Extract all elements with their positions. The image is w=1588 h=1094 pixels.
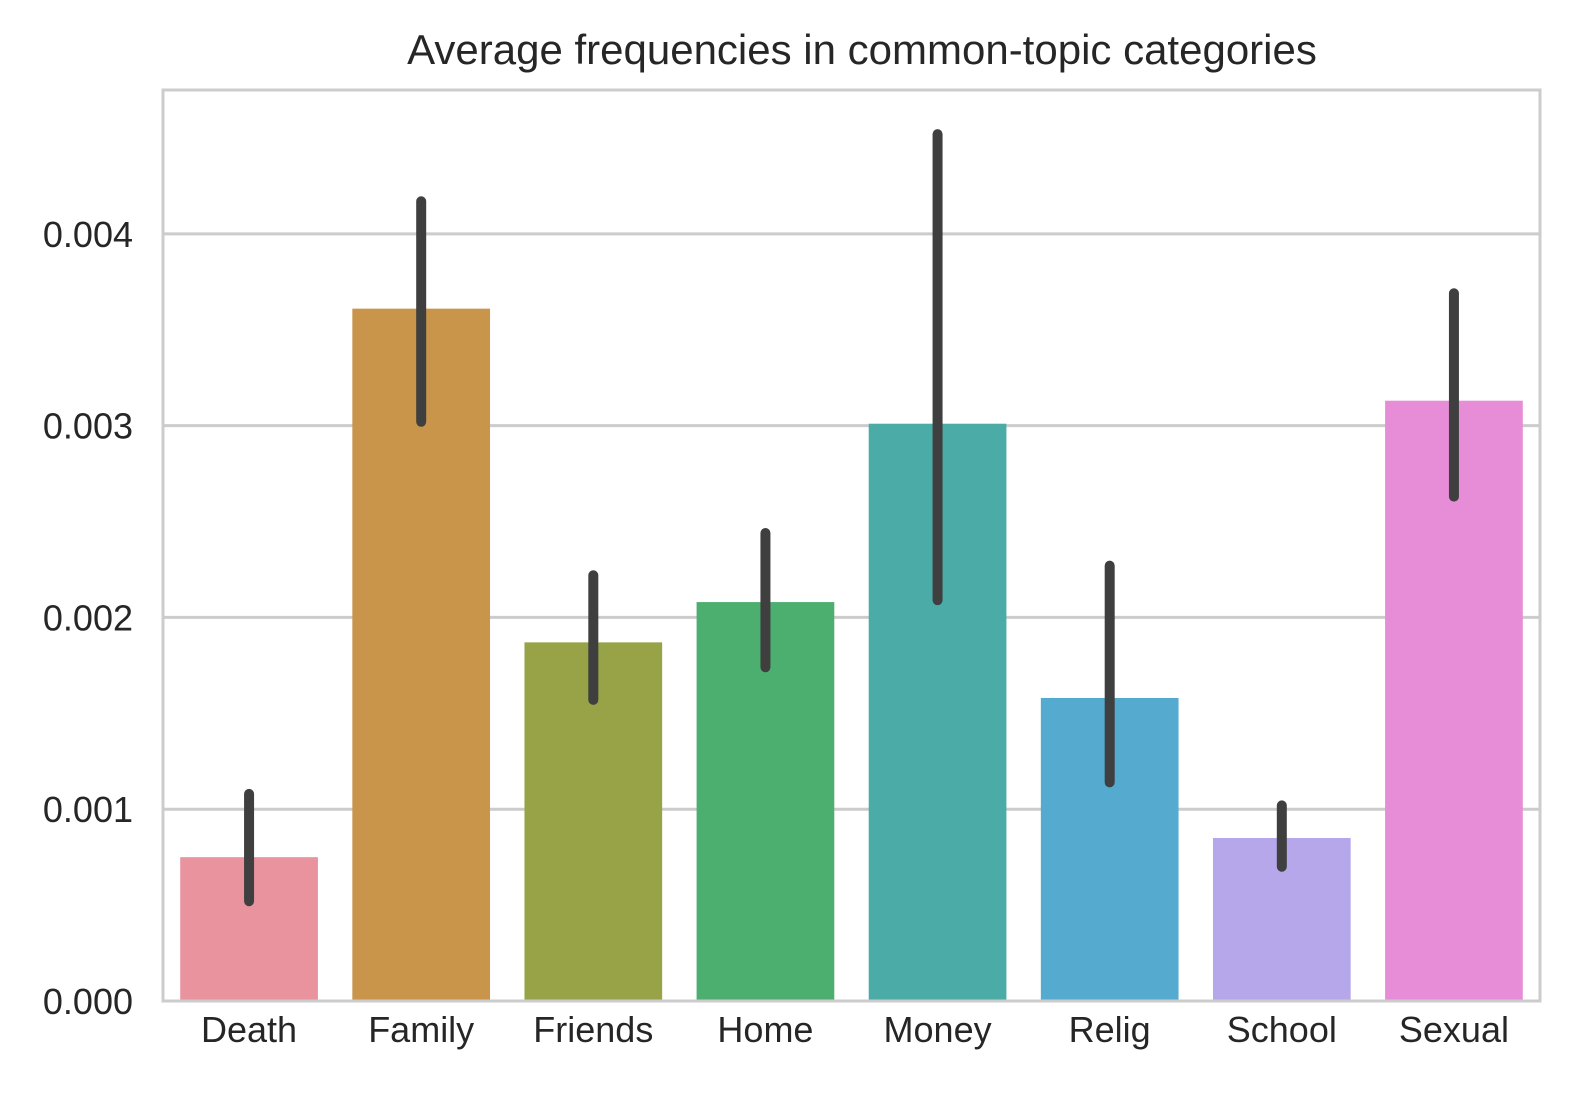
- x-tick-label-home: Home: [717, 1009, 813, 1050]
- x-tick-label-death: Death: [201, 1009, 297, 1050]
- y-tick-label: 0.001: [43, 789, 133, 830]
- x-axis-ticks: Death Family Friends Home Money Relig School Se…: [201, 1009, 1509, 1050]
- y-axis-ticks: 0.000 0.001 0.002 0.003 0.004: [43, 214, 133, 1022]
- x-tick-label-family: Family: [368, 1009, 474, 1050]
- x-tick-label-relig: Relig: [1069, 1009, 1151, 1050]
- y-tick-label: 0.003: [43, 406, 133, 447]
- plot-frame: [161, 88, 1542, 1003]
- y-tick-label: 0.000: [43, 981, 133, 1022]
- y-tick-label: 0.004: [43, 214, 133, 255]
- bars: [180, 308, 1523, 1001]
- x-tick-label-school: School: [1227, 1009, 1337, 1050]
- x-tick-label-money: Money: [884, 1009, 992, 1050]
- x-tick-label-sexual: Sexual: [1399, 1009, 1509, 1050]
- y-tick-label: 0.002: [43, 597, 133, 638]
- error-bars: [244, 129, 1459, 907]
- chart-title: Average frequencies in common-topic cate…: [407, 26, 1317, 73]
- x-tick-label-friends: Friends: [533, 1009, 653, 1050]
